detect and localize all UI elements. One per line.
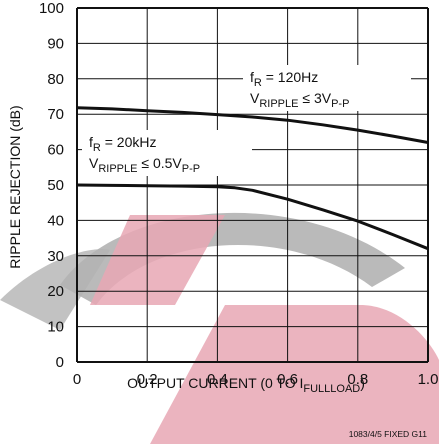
x-axis-label-tail: ) bbox=[360, 375, 365, 391]
x-axis-label: OUTPUT CURRENT (0 TO IFULLLOAD) bbox=[127, 375, 365, 395]
annotation-frequency-symbol: f bbox=[89, 134, 93, 150]
y-tick-label: 80 bbox=[47, 71, 64, 88]
y-tick-label: 20 bbox=[47, 283, 64, 300]
x-tick-label: 0.8 bbox=[347, 371, 368, 388]
series-line-2 bbox=[76, 183, 429, 251]
x-axis-ticks: 0 0.2 0.4 0.6 0.8 1.0 bbox=[73, 371, 439, 388]
annotation-frequency-value: = 120Hz bbox=[262, 69, 318, 85]
y-tick-label: 0 bbox=[56, 354, 64, 371]
annotation-frequency-value: = 20kHz bbox=[101, 134, 157, 150]
annotation-ripple-subscript: RIPPLE bbox=[259, 98, 298, 110]
annotation-frequency-symbol: f bbox=[250, 69, 254, 85]
y-tick-label: 40 bbox=[47, 212, 64, 229]
x-tick-label: 0.6 bbox=[277, 371, 298, 388]
annotation-ripple-subscript: RIPPLE bbox=[98, 163, 137, 175]
annotation-ripple-symbol: V bbox=[89, 155, 99, 171]
y-axis-label: RIPPLE REJECTION (dB) bbox=[7, 105, 23, 268]
x-tick-label: 0.2 bbox=[137, 371, 158, 388]
annotation-ripple-subscript-2: P-P bbox=[182, 163, 200, 175]
watermark-pink-shape-left bbox=[90, 215, 225, 305]
x-tick-label: 0 bbox=[73, 371, 81, 388]
y-tick-label: 10 bbox=[47, 319, 64, 336]
y-tick-label: 70 bbox=[47, 106, 64, 123]
annotation-background bbox=[243, 65, 411, 111]
x-axis-label-main: OUTPUT CURRENT (0 TO I bbox=[127, 375, 303, 391]
x-axis-label-sub: FULLLOAD bbox=[303, 383, 360, 395]
y-tick-label: 60 bbox=[47, 142, 64, 159]
watermark-logo bbox=[0, 212, 439, 444]
y-tick-label: 100 bbox=[39, 0, 64, 17]
annotation-ripple: VRIPPLE ≤ 0.5VP-P bbox=[89, 155, 200, 175]
footer-code: 1083/4/5 FIXED G11 bbox=[349, 429, 428, 439]
y-tick-label: 30 bbox=[47, 248, 64, 265]
x-tick-label: 1.0 bbox=[418, 371, 439, 388]
chart-series bbox=[76, 106, 429, 251]
x-tick-label: 0.4 bbox=[207, 371, 228, 388]
annotation-ripple-value: ≤ 0.5V bbox=[137, 155, 182, 171]
annotation-frequency-subscript: R bbox=[254, 77, 262, 89]
y-tick-label: 50 bbox=[47, 177, 64, 194]
y-axis-ticks: 0 10 20 30 40 50 60 70 80 90 100 bbox=[39, 0, 64, 371]
annotation-ripple: VRIPPLE ≤ 3VP-P bbox=[250, 90, 349, 110]
annotation-ripple-subscript-2: P-P bbox=[331, 98, 349, 110]
watermark-pink-shape-right bbox=[150, 305, 439, 444]
annotation-ripple-symbol: V bbox=[250, 90, 260, 106]
annotation-frequency: fR = 20kHz bbox=[89, 134, 156, 154]
annotation-background bbox=[82, 130, 252, 176]
annotation-frequency: fR = 120Hz bbox=[250, 69, 318, 89]
watermark-gray-left bbox=[0, 249, 110, 330]
annotation-frequency-subscript: R bbox=[93, 142, 101, 154]
series-line-1 bbox=[76, 106, 429, 144]
y-tick-label: 90 bbox=[47, 35, 64, 52]
annotation-ripple-value: ≤ 3V bbox=[298, 90, 331, 106]
